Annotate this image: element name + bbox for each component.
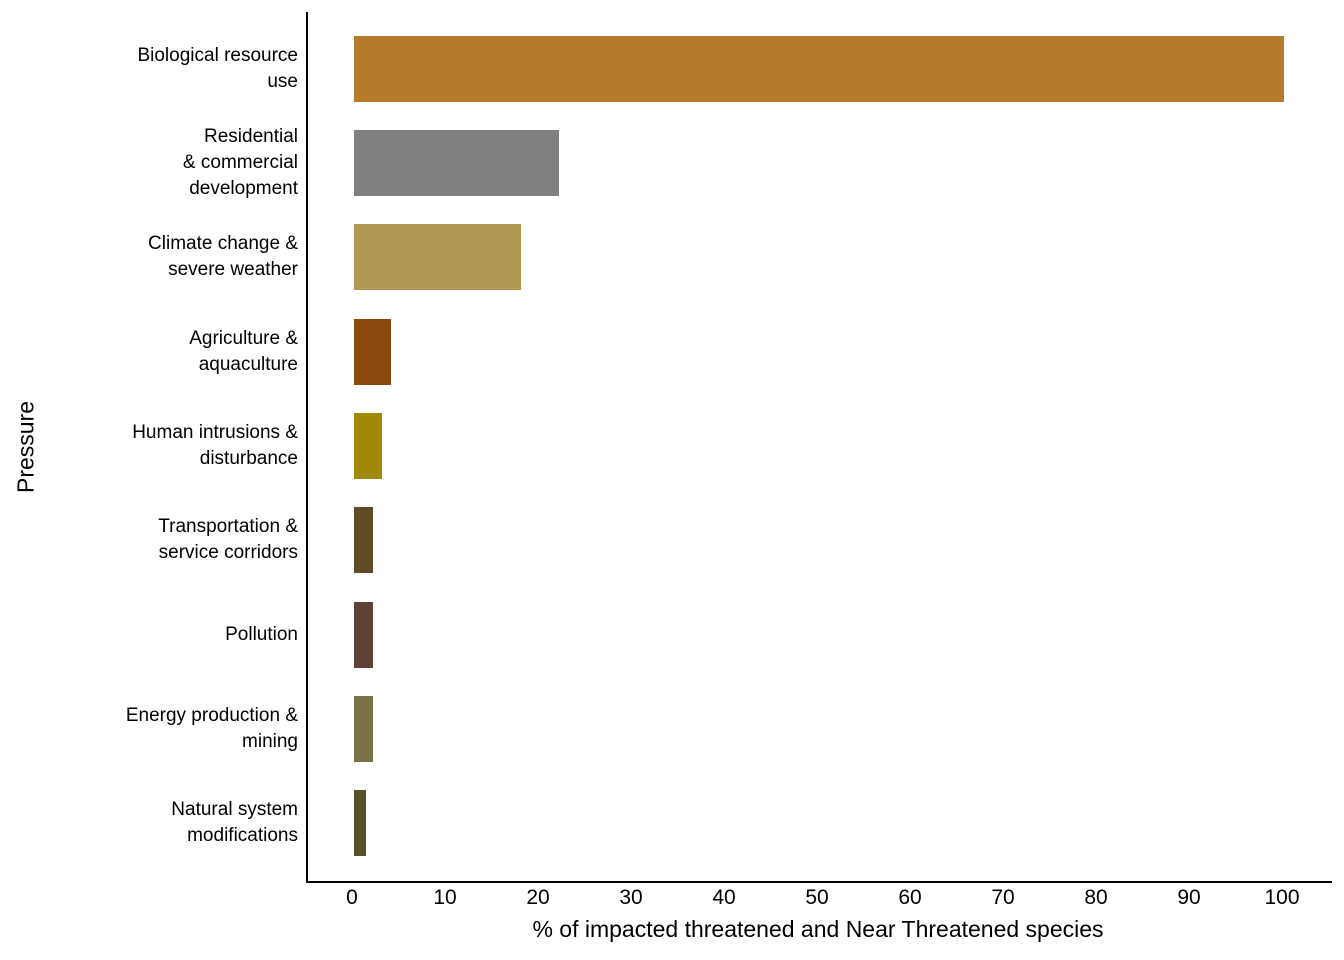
x-tick-label-80: 80	[1084, 886, 1108, 909]
bar-residential-commercial-development	[354, 129, 559, 196]
x-tick-label-40: 40	[712, 886, 736, 909]
bar-climate-change-severe-weather	[354, 224, 522, 291]
x-tick-label-90: 90	[1177, 886, 1201, 909]
x-axis-title: % of impacted threatened and Near Threat…	[532, 916, 1104, 942]
y-tick-label-residential-commercial-development: Residential & commercial development	[182, 125, 298, 199]
y-tick-label-energy-production-mining: Energy production & mining	[125, 704, 298, 752]
y-tick-label-transportation-service-corridors: Transportation & service corridors	[158, 516, 298, 564]
x-tick-label-100: 100	[1264, 886, 1300, 909]
bar-human-intrusions-disturbance	[354, 412, 382, 479]
x-tick-label-0: 0	[346, 886, 358, 909]
x-tick-label-20: 20	[526, 886, 550, 909]
y-axis-labels: Biological resource use Residential & comme…	[0, 0, 298, 960]
y-tick-label-pollution: Pollution	[225, 623, 298, 645]
y-tick-label-climate-change-severe-weather: Climate change & severe weather	[148, 233, 298, 281]
y-tick-label-human-intrusions-disturbance: Human intrusions & disturbance	[132, 421, 298, 469]
bar-energy-production-mining	[354, 695, 373, 762]
y-tick-label-natural-system-modifications: Natural system modifications	[171, 799, 298, 847]
y-tick-label-agriculture-aquaculture: Agriculture & aquaculture	[189, 327, 298, 375]
bar-biological-resource-use	[354, 35, 1284, 102]
bar-pollution	[354, 601, 373, 668]
y-tick-label-biological-resource-use: Biological resource use	[137, 44, 298, 92]
x-tick-label-10: 10	[433, 886, 457, 909]
bar-transportation-service-corridors	[354, 507, 373, 574]
x-tick-label-70: 70	[991, 886, 1015, 909]
x-tick-label-30: 30	[619, 886, 643, 909]
x-tick-label-60: 60	[898, 886, 922, 909]
bar-natural-system-modifications	[354, 790, 367, 857]
plot-panel	[306, 12, 1332, 883]
x-tick-label-50: 50	[805, 886, 829, 909]
bar-agriculture-aquaculture	[354, 318, 392, 385]
